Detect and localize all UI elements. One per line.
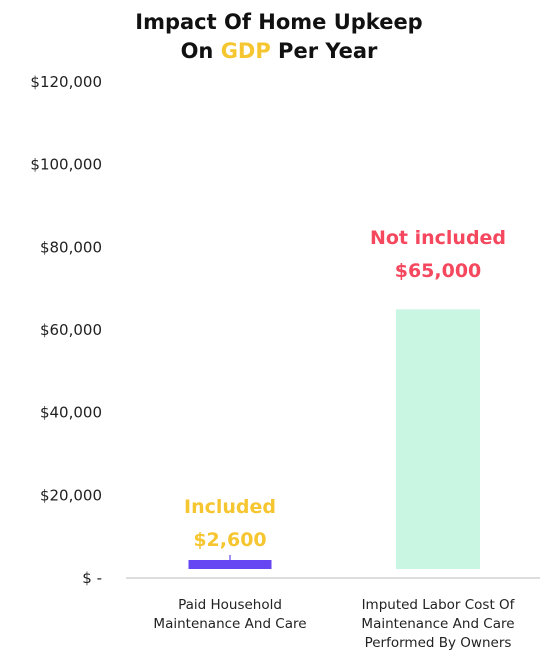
bar-status-label: Not included: [370, 227, 506, 249]
chart-title-gdp-highlight: GDP: [221, 39, 271, 63]
y-tick-label: $100,000: [30, 156, 102, 174]
y-tick-label: $60,000: [40, 321, 102, 339]
bar-series: [188, 309, 480, 569]
chart-title-line-2: On GDP Per Year: [181, 39, 378, 63]
bar: [396, 309, 480, 569]
x-axis-category-labels: Paid Household Maintenance And Care Impute…: [153, 597, 515, 651]
y-tick-label: $20,000: [40, 486, 102, 504]
x-tick-label: Performed By Owners: [365, 635, 512, 651]
y-tick-label: $80,000: [40, 238, 102, 256]
chart-title: Impact Of Home Upkeep On GDP Per Year: [135, 10, 422, 63]
bar-annotations: Included $2,600 Not included $65,000: [184, 227, 506, 560]
chart-title-segment-per-year: Per Year: [271, 39, 378, 63]
chart-title-segment-on: On: [181, 39, 221, 63]
x-tick-label: Imputed Labor Cost Of: [362, 597, 516, 613]
y-tick-label: $120,000: [30, 73, 102, 91]
y-axis: $ - $20,000 $40,000 $60,000 $80,000 $100,000 $…: [30, 73, 102, 587]
bar: [188, 560, 272, 569]
bar-value-label: $2,600: [193, 529, 266, 551]
bar-status-label: Included: [184, 496, 276, 518]
x-tick-label: Maintenance And Care: [361, 616, 514, 632]
x-tick-label: Paid Household: [178, 597, 282, 613]
chart-title-line-1: Impact Of Home Upkeep: [135, 10, 422, 34]
y-tick-label: $40,000: [40, 404, 102, 422]
x-tick-label: Maintenance And Care: [153, 616, 306, 632]
y-tick-label: $ -: [82, 569, 102, 587]
bar-value-label: $65,000: [395, 260, 482, 282]
